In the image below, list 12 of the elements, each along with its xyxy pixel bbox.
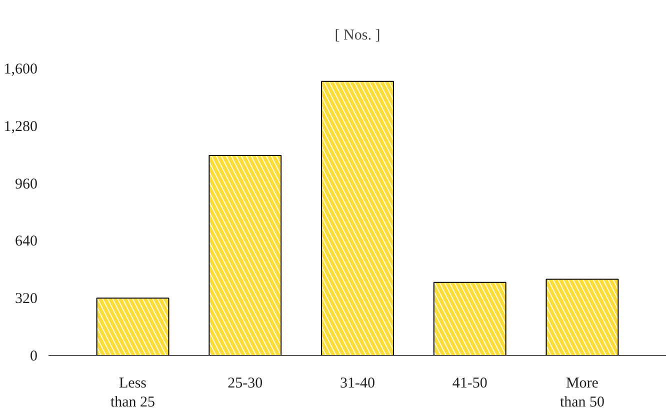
- y-tick-label: 1,280: [4, 118, 38, 135]
- y-tick-label: 320: [15, 291, 38, 308]
- y-tick-label: 0: [30, 348, 38, 364]
- x-tick-label: 25-30: [228, 376, 263, 392]
- x-tick-label: 31-40: [340, 376, 375, 392]
- x-tick-label: More than 50: [560, 376, 605, 411]
- x-tick-label: 41-50: [452, 376, 488, 392]
- x-tick-label: Less than 25: [110, 376, 156, 411]
- y-tick-label: 640: [15, 234, 38, 250]
- y-tick-label: 1,600: [4, 62, 38, 78]
- chart-title: [ Nos. ]: [334, 28, 380, 44]
- y-tick-label: 960: [15, 176, 38, 192]
